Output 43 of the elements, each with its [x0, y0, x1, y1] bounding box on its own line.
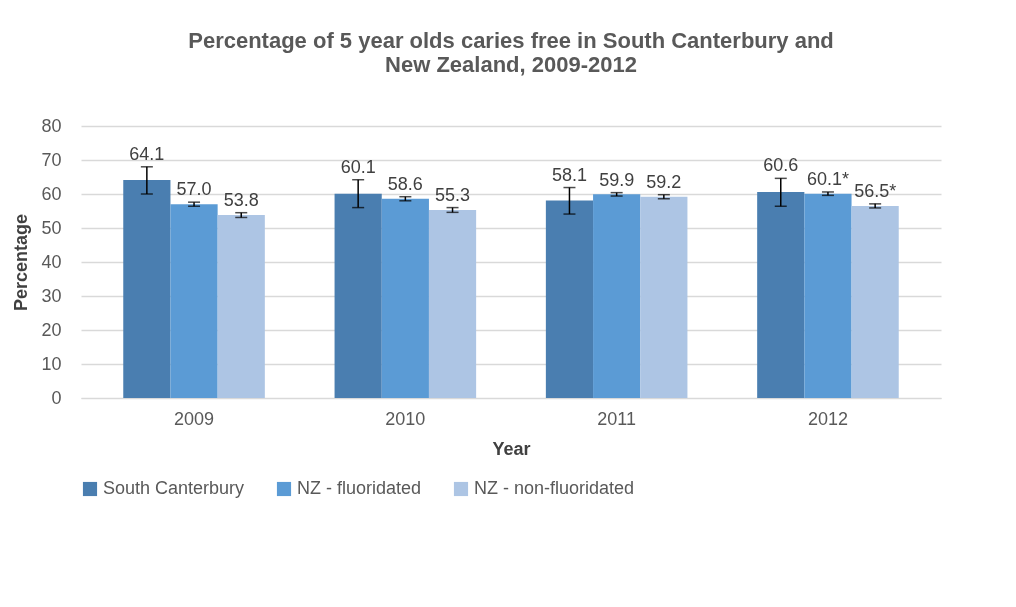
- data-label: 60.6: [763, 155, 799, 176]
- x-axis-title: Year: [492, 438, 531, 459]
- bar: [545, 200, 594, 398]
- data-label: 59.9: [599, 169, 635, 190]
- data-label: 59.2: [646, 171, 682, 192]
- bar: [851, 205, 899, 398]
- x-tick-label: 2012: [807, 408, 848, 429]
- data-label: 58.1: [551, 164, 587, 185]
- bar: [640, 196, 688, 398]
- bar: [757, 191, 805, 398]
- x-tick-label: 2011: [597, 408, 637, 429]
- y-axis-title: Percentage: [11, 213, 32, 312]
- y-tick-label: 70: [41, 149, 62, 170]
- bar: [170, 204, 218, 398]
- legend-label: NZ - non-fluoridated: [474, 478, 635, 498]
- data-label: 60.1: [340, 156, 376, 177]
- bar: [593, 194, 641, 398]
- y-tick-label: 40: [41, 251, 62, 272]
- x-tick-label: 2009: [174, 408, 215, 429]
- bar: [123, 180, 171, 398]
- y-tick-label: 80: [41, 115, 62, 136]
- data-label: 57.0: [176, 179, 212, 200]
- bar: [381, 198, 429, 398]
- y-tick-label: 50: [41, 217, 62, 238]
- data-label: 64.1: [129, 143, 165, 164]
- y-tick-label: 20: [41, 319, 62, 340]
- y-tick-label: 10: [41, 353, 62, 374]
- data-label: 53.8: [223, 189, 259, 210]
- chart-title: Percentage of 5 year olds caries free in South Canterbury and New Zealand, 2009-2012: [188, 28, 834, 77]
- y-tick-label: 30: [41, 285, 62, 306]
- y-tick-label: 0: [51, 387, 62, 408]
- data-label: 58.6: [387, 173, 423, 194]
- bar: [217, 215, 265, 398]
- data-label: 56.5*: [854, 180, 897, 201]
- bar: [428, 209, 477, 398]
- data-label: 60.1*: [806, 168, 849, 189]
- bar: [804, 193, 852, 398]
- bar: [334, 193, 382, 398]
- legend-label: South Canterbury: [103, 478, 245, 498]
- data-label: 55.3: [435, 184, 471, 205]
- x-tick-label: 2010: [385, 408, 426, 429]
- legend-label: NZ - fluoridated: [297, 478, 422, 498]
- y-tick-label: 60: [41, 183, 62, 204]
